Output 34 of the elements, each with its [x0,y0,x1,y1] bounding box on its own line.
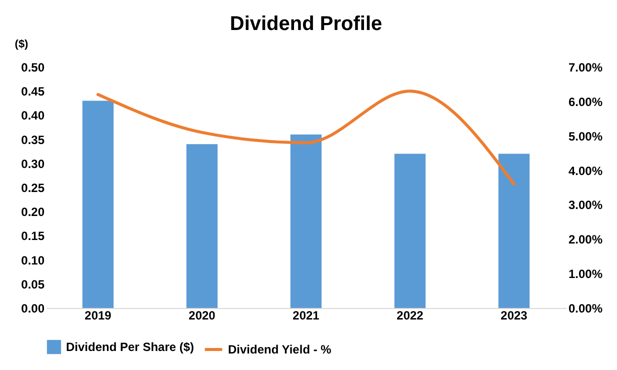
y-tick-label: 0.30 [21,156,45,171]
bar [290,134,322,308]
x-tick-label: 2020 [188,308,216,322]
y-tick-label: 0.20 [21,205,45,220]
bar [186,144,218,308]
x-tick-label: 2019 [84,308,112,322]
y2-tick-label: 3.00% [568,198,603,212]
y-tick-label: 0.00 [21,302,45,316]
y2-tick-label: 4.00% [568,164,603,178]
legend-label: Dividend Yield - % [228,342,332,356]
y-axis-title: ($) [14,38,29,50]
y-tick-label: 0.50 [21,60,45,74]
y-tick-label: 0.25 [21,181,45,195]
y2-tick-label: 1.00% [568,267,603,282]
legend-label: Dividend Per Share ($) [66,340,194,354]
y2-tick-label: 2.00% [568,232,603,247]
y2-tick-label: 6.00% [568,94,603,109]
y2-tick-label: 7.00% [568,60,603,74]
y-tick-label: 0.15 [21,229,45,244]
x-tick-label: 2021 [292,308,320,322]
y-tick-label: 0.45 [21,84,45,99]
y-tick-label: 0.05 [21,277,45,292]
bar [394,154,426,308]
y-tick-label: 0.10 [21,253,45,268]
y2-tick-label: 0.00% [568,302,603,316]
y2-tick-label: 5.00% [568,129,603,144]
x-tick-label: 2022 [396,308,424,322]
bar [82,100,114,308]
x-tick-label: 2023 [500,308,528,322]
y-tick-label: 0.40 [21,108,45,123]
bar [498,154,530,308]
chart-title: Dividend Profile [230,13,382,35]
y-tick-label: 0.35 [21,132,45,147]
line-series [96,90,516,186]
